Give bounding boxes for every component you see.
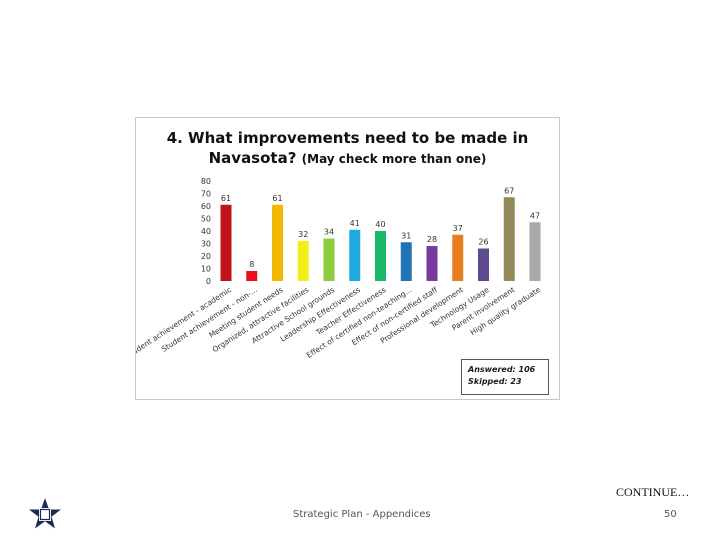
answered-count: Answered: 106 — [468, 365, 536, 374]
y-tick-label: 50 — [201, 215, 211, 224]
bar — [426, 246, 438, 281]
data-label: 47 — [530, 211, 540, 220]
page-number: 50 — [664, 509, 677, 520]
bar — [246, 271, 258, 281]
bar — [503, 197, 515, 281]
y-tick-label: 30 — [201, 240, 211, 249]
response-stats-box: Answered: 106 Skipped: 23 — [461, 359, 549, 395]
data-label: 34 — [324, 228, 334, 237]
y-tick-label: 0 — [206, 277, 211, 286]
data-label: 32 — [298, 230, 308, 239]
continue-label: CONTINUE… — [616, 485, 690, 499]
y-tick-label: 60 — [201, 202, 211, 211]
y-tick-label: 70 — [201, 190, 211, 199]
data-label: 37 — [453, 224, 463, 233]
y-tick-label: 20 — [201, 252, 211, 261]
bar — [297, 241, 309, 281]
y-tick-label: 40 — [201, 227, 211, 236]
bar — [452, 234, 464, 281]
bar — [220, 204, 232, 281]
chart-title-note: (May check more than one) — [301, 152, 487, 166]
data-label: 41 — [350, 219, 360, 228]
bar — [323, 238, 335, 281]
data-label: 26 — [478, 238, 488, 247]
bar — [400, 242, 412, 281]
y-tick-label: 10 — [201, 265, 211, 274]
data-label: 8 — [249, 260, 254, 269]
data-label: 61 — [272, 194, 282, 203]
y-tick-label: 80 — [201, 177, 211, 186]
chart-title-text: 4. What improvements need to be made in … — [166, 129, 529, 167]
chart-title: 4. What improvements need to be made in … — [136, 128, 559, 169]
data-label: 40 — [375, 220, 385, 229]
data-label: 31 — [401, 231, 411, 240]
data-label: 28 — [427, 235, 437, 244]
bar — [272, 204, 283, 281]
bar — [478, 248, 489, 281]
bar — [349, 229, 361, 281]
skipped-count: Skipped: 23 — [468, 377, 522, 386]
footer-title: Strategic Plan - Appendices — [293, 509, 431, 520]
bar — [375, 231, 386, 281]
data-label: 61 — [221, 194, 231, 203]
data-label: 67 — [504, 186, 514, 195]
chart-panel: 4. What improvements need to be made in … — [135, 117, 560, 400]
star-logo-icon — [29, 498, 61, 529]
bar — [529, 222, 541, 281]
